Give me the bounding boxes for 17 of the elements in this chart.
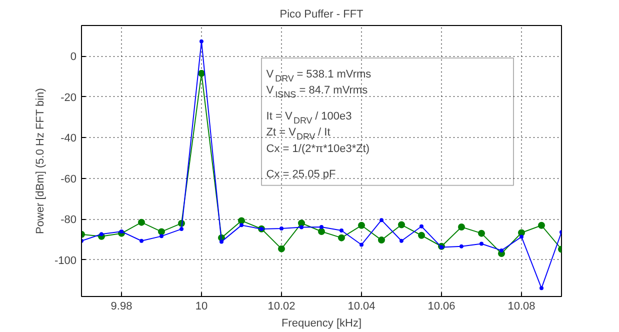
annotation: Cx = 25.05 pF [266, 168, 336, 181]
y-tick-label: -60 [60, 173, 77, 186]
x-tick-label: 9.98 [110, 300, 132, 312]
x-tick-label: 10.04 [348, 300, 376, 312]
x-tick-label: 10.06 [428, 300, 456, 312]
chart-title: Pico Puffer - FFT [280, 8, 364, 20]
x-tick-label: 10.08 [508, 300, 536, 312]
y-tick-label: -100 [54, 254, 77, 267]
y-tick-label: 0 [70, 51, 77, 64]
x-tick-label: 10 [195, 300, 208, 312]
x-tick-label: 10.02 [268, 300, 296, 312]
y-tick-label: -20 [60, 92, 77, 104]
annotation: Cx = 1/(2*π*10e3*Zt) [266, 142, 370, 155]
y-tick-label: -80 [60, 214, 77, 226]
y-axis-title: Power [dBm] (5.0 Hz FFT bin) [34, 88, 46, 234]
y-tick-label: -40 [60, 132, 77, 145]
x-axis-title: Frequency [kHz] [281, 318, 362, 330]
